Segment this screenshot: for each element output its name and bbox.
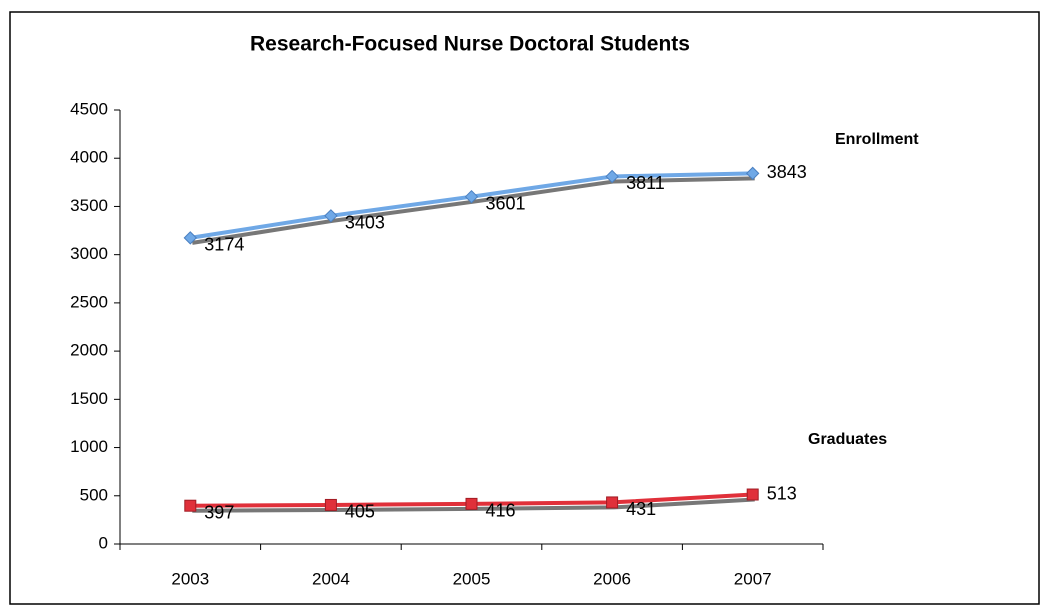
marker <box>464 189 479 204</box>
x-tick-label: 2006 <box>593 569 631 588</box>
y-tick-label: 500 <box>80 485 108 504</box>
line-shadow <box>191 176 755 245</box>
marker <box>324 498 337 511</box>
chart-title: Research-Focused Nurse Doctoral Students <box>250 33 690 56</box>
data-label: 3403 <box>345 213 385 233</box>
y-tick-label: 4000 <box>70 148 108 167</box>
marker <box>745 166 760 181</box>
y-tick-label: 4500 <box>70 99 108 118</box>
data-label: 3843 <box>767 162 807 182</box>
data-label: 397 <box>204 502 234 522</box>
y-tick-label: 2000 <box>70 341 108 360</box>
y-tick-label: 0 <box>99 533 108 552</box>
marker <box>606 496 619 509</box>
data-label: 3174 <box>204 235 244 255</box>
data-label: 431 <box>626 499 656 519</box>
marker <box>465 497 478 510</box>
marker <box>183 231 198 245</box>
data-label: 416 <box>486 501 516 521</box>
x-tick-label: 2007 <box>734 569 772 588</box>
marker <box>184 499 197 512</box>
data-label: 3811 <box>626 173 665 193</box>
y-tick-label: 1000 <box>70 437 108 456</box>
marker <box>605 169 619 184</box>
y-tick-label: 2500 <box>70 292 108 311</box>
y-tick-label: 3000 <box>70 244 108 263</box>
y-tick-label: 3500 <box>70 196 108 215</box>
chart-border <box>9 11 1040 605</box>
y-tick-label: 1500 <box>70 389 108 408</box>
data-label: 405 <box>345 502 375 522</box>
marker <box>746 488 759 501</box>
series-label: Enrollment <box>835 131 919 148</box>
x-tick-label: 2005 <box>453 569 491 588</box>
data-label: 513 <box>767 483 797 503</box>
series-label: Graduates <box>808 431 887 448</box>
marker <box>324 209 338 223</box>
x-tick-label: 2003 <box>171 569 209 588</box>
data-label: 3601 <box>486 193 526 213</box>
x-tick-label: 2004 <box>312 569 350 588</box>
